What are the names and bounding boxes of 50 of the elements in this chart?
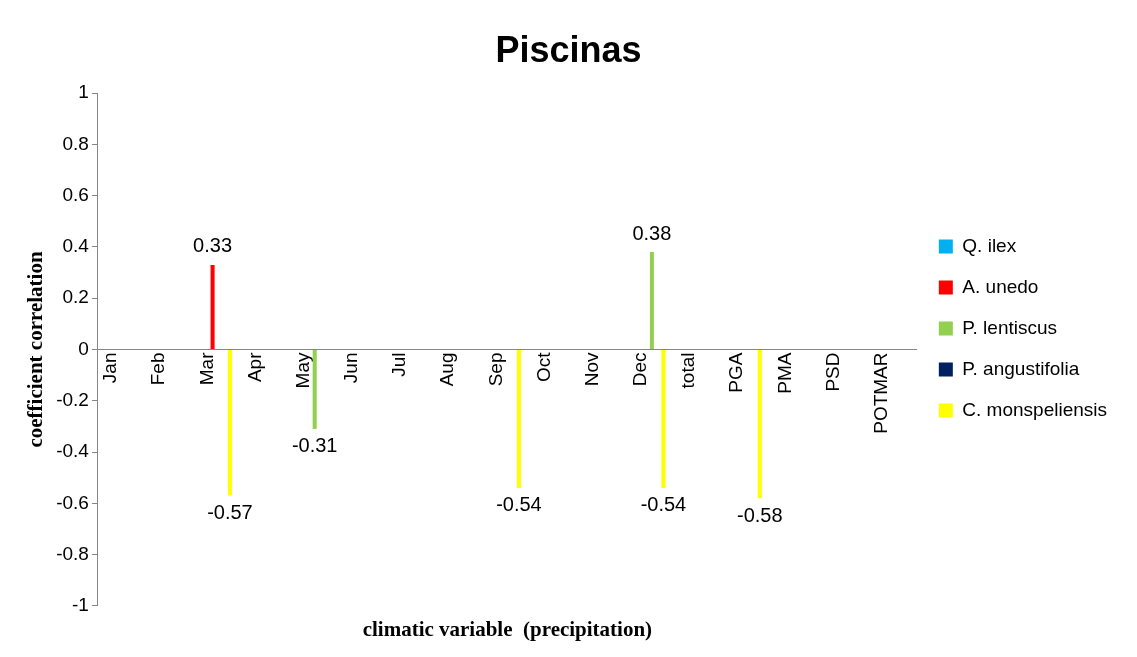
x-tick-label: Aug — [436, 352, 458, 387]
x-tick-label: total — [677, 352, 699, 389]
y-tick-label: -0.8 — [56, 542, 89, 564]
x-tick-label: Nov — [580, 352, 602, 387]
data-label: 0.33 — [193, 234, 233, 257]
chart-title: Piscinas — [495, 28, 642, 70]
x-tick-label: Feb — [147, 352, 169, 386]
legend-label: Q. ilex — [962, 234, 1017, 256]
x-tick-label: Sep — [484, 352, 506, 387]
data-label: -0.54 — [496, 493, 542, 516]
y-tick-label: -1 — [72, 594, 89, 616]
x-tick-label: Apr — [243, 351, 265, 383]
bar — [649, 252, 654, 349]
y-tick-label: 0.6 — [62, 183, 89, 205]
y-tick-label: -0.2 — [56, 388, 89, 410]
x-tick-label: Mar — [195, 351, 217, 386]
x-tick-label: PGA — [725, 352, 747, 393]
data-label: -0.57 — [207, 501, 253, 524]
x-tick-label: Dec — [629, 352, 651, 387]
y-tick-label: -0.6 — [56, 491, 89, 513]
data-label: -0.58 — [737, 503, 783, 526]
bar — [312, 350, 317, 429]
x-tick-label: PSD — [821, 352, 843, 392]
bar — [210, 264, 215, 349]
x-axis-title: climatic variable (precipitation) — [362, 616, 653, 641]
y-tick-label: 1 — [78, 81, 89, 103]
x-tick-label: May — [291, 352, 313, 389]
x-tick-label: POTMAR — [869, 352, 891, 434]
y-axis-title: coefficient correlation — [23, 251, 48, 448]
x-tick-label: Jan — [99, 352, 121, 384]
y-tick-label: 0 — [78, 337, 89, 359]
bar — [757, 350, 762, 499]
y-tick-label: 0.4 — [62, 235, 90, 257]
data-label: -0.31 — [291, 434, 338, 457]
x-tick-label: PMA — [773, 352, 795, 394]
y-tick-label: -0.4 — [56, 440, 90, 462]
bar — [227, 350, 232, 496]
legend-label: P. lentiscus — [962, 316, 1058, 338]
x-tick-label: Jul — [388, 352, 410, 377]
bar — [516, 350, 521, 488]
y-tick-label: 0.8 — [62, 132, 89, 154]
data-label: 0.38 — [632, 221, 672, 244]
y-tick-label: 0.2 — [62, 286, 89, 308]
bar — [661, 350, 666, 488]
legend-label: P. angustifolia — [962, 357, 1080, 379]
legend-label: C. monspeliensis — [962, 398, 1107, 420]
x-tick-label: Oct — [532, 351, 554, 383]
data-label: -0.54 — [640, 493, 687, 516]
x-tick-label: Jun — [340, 352, 362, 384]
legend-label: A. unedo — [962, 275, 1039, 297]
